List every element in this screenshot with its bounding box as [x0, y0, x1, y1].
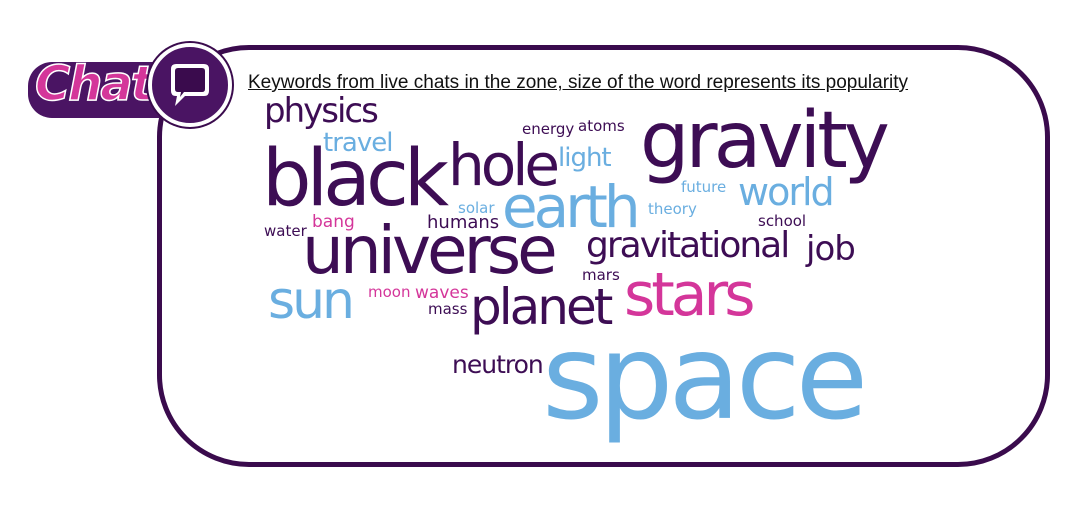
word-cloud-caption: Keywords from live chats in the zone, si… [248, 72, 909, 93]
word-bang: bang [312, 212, 355, 232]
word-stars: stars [624, 260, 755, 330]
word-humans: humans [427, 212, 500, 233]
word-solar: solar [458, 199, 495, 217]
word-space: space [542, 308, 868, 446]
word-travel: travel [323, 128, 393, 158]
word-hole: hole [448, 131, 560, 199]
speech-bubble-icon [171, 64, 209, 106]
word-universe: universe [302, 212, 558, 289]
word-moon: moon [368, 283, 411, 301]
word-gravity: gravity [640, 96, 890, 186]
chat-logo-badge [148, 43, 232, 127]
word-energy: energy [522, 120, 575, 138]
word-job: job [806, 229, 856, 269]
word-planet: planet [470, 278, 613, 336]
word-world: world [738, 170, 835, 214]
word-future: future [681, 178, 727, 196]
rounded-frame [157, 45, 1050, 467]
word-sun: sun [268, 271, 355, 331]
word-mass: mass [428, 300, 468, 318]
word-theory: theory [648, 200, 697, 218]
chat-logo-text: Chat [34, 56, 154, 112]
word-physics: physics [264, 91, 379, 131]
word-mars: mars [582, 266, 620, 284]
word-black: black [262, 134, 449, 224]
word-water: water [264, 222, 307, 240]
word-light: light [558, 143, 612, 173]
word-neutron: neutron [452, 350, 544, 379]
word-earth: earth [502, 173, 641, 241]
word-atoms: atoms [578, 117, 625, 135]
word-waves: waves [415, 283, 469, 303]
word-gravitational: gravitational [586, 225, 790, 266]
word-school: school [758, 212, 807, 230]
